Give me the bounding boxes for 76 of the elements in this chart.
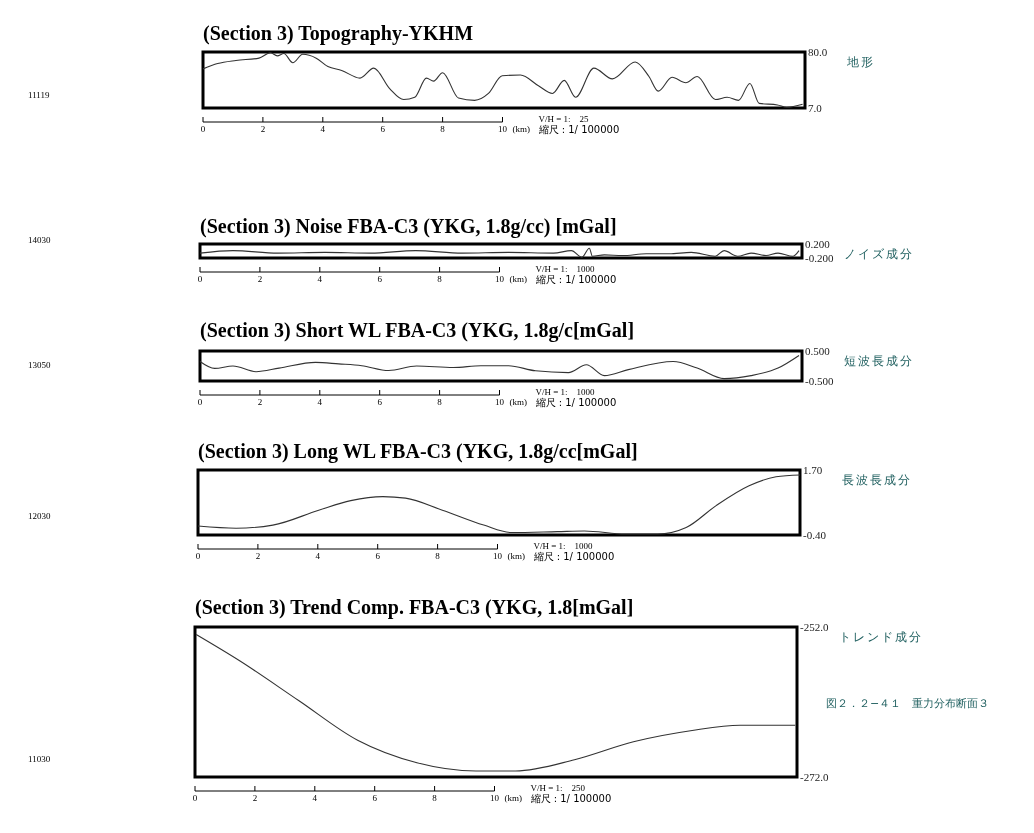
x-tick-label: 8 <box>432 793 438 803</box>
text: 12030 <box>28 511 51 521</box>
y-tick-label: 7.0 <box>808 101 823 114</box>
text: V/H = 1: 1000 <box>535 264 596 274</box>
x-tick-label: 6 <box>372 793 378 803</box>
x-tick-label: 2 <box>255 551 261 561</box>
x-tick-label: 4 <box>312 793 318 803</box>
y-tick-label: -0.40 <box>803 528 827 541</box>
x-tick-label: 10 <box>493 551 503 561</box>
y-tick-label: -0.200 <box>805 251 834 264</box>
text: 縮尺 : 1/ 100000 <box>534 397 617 408</box>
x-tick-label: 2 <box>257 274 263 284</box>
x-tick-label: 4 <box>317 397 323 407</box>
x-axis-title: (km) <box>509 274 527 284</box>
y-tick-label: 0.500 <box>805 344 831 357</box>
x-tick-label: 0 <box>195 551 201 561</box>
y-tick-label: -272.0 <box>800 770 829 783</box>
x-tick-label: 10 <box>495 397 505 407</box>
text: V/H = 1: 1000 <box>535 387 596 397</box>
y-axis-title: 短波長成分 <box>844 354 914 368</box>
x-tick-label: 6 <box>377 274 383 284</box>
line-series <box>197 474 801 535</box>
x-tick-label: 2 <box>257 397 263 407</box>
x-tick-label: 4 <box>317 274 323 284</box>
text: 縮尺 : 1/ 100000 <box>537 124 620 135</box>
x-tick-label: 0 <box>197 397 203 407</box>
line-series <box>202 52 804 108</box>
x-tick-label: 8 <box>437 397 443 407</box>
x-tick-label: 2 <box>252 793 258 803</box>
y-tick-label: -0.500 <box>805 374 834 387</box>
caption: 図２．２−４１ 重力分布断面３ <box>826 697 990 710</box>
x-tick-label: 4 <box>315 551 321 561</box>
x-tick-label: 6 <box>380 124 386 134</box>
line-series <box>199 247 800 258</box>
x-tick-label: 10 <box>495 274 505 284</box>
x-axis-title: (km) <box>509 397 527 407</box>
y-tick-label: 1.70 <box>803 463 823 476</box>
line-series <box>199 354 800 380</box>
y-tick-label: -252.0 <box>800 620 829 633</box>
x-tick-label: 8 <box>440 124 446 134</box>
x-tick-label: 0 <box>200 124 206 134</box>
chart-title: (Section 3) Topography-YKHM <box>203 22 474 45</box>
x-axis-title: (km) <box>504 793 522 803</box>
text: 縮尺 : 1/ 100000 <box>534 274 617 285</box>
chart-title: (Section 3) Short WL FBA-C3 (YKG, 1.8g/c[mGal] <box>200 319 635 342</box>
y-axis-title: ノイズ成分 <box>844 247 914 261</box>
line-series <box>195 633 796 772</box>
chart-title: (Section 3) Long WL FBA-C3 (YKG, 1.8g/cc[mGal] <box>198 440 638 463</box>
x-tick-label: 0 <box>192 793 198 803</box>
x-axis-title: (km) <box>507 551 525 561</box>
x-tick-label: 10 <box>490 793 500 803</box>
text: 11030 <box>28 754 51 764</box>
y-tick-label: 0.200 <box>805 237 831 250</box>
text: V/H = 1: 250 <box>530 783 586 793</box>
y-axis-title: 地形 <box>846 55 875 69</box>
chart-title: (Section 3) Noise FBA-C3 (YKG, 1.8g/cc) [mGal] <box>200 215 617 238</box>
text: 14030 <box>28 235 51 245</box>
y-axis-title: 長波長成分 <box>842 473 912 487</box>
text: 縮尺 : 1/ 100000 <box>529 793 612 804</box>
x-tick-label: 8 <box>437 274 443 284</box>
x-axis-title: (km) <box>512 124 530 134</box>
x-tick-label: 6 <box>375 551 381 561</box>
text: 11119 <box>28 90 50 100</box>
text: 13050 <box>28 360 51 370</box>
x-tick-label: 6 <box>377 397 383 407</box>
x-tick-label: 0 <box>197 274 203 284</box>
chart-title: (Section 3) Trend Comp. FBA-C3 (YKG, 1.8[mGal] <box>195 596 634 619</box>
x-tick-label: 8 <box>435 551 441 561</box>
x-tick-label: 4 <box>320 124 326 134</box>
text: 縮尺 : 1/ 100000 <box>532 551 615 562</box>
x-tick-label: 2 <box>260 124 266 134</box>
y-tick-label: 80.0 <box>808 45 828 58</box>
text: V/H = 1: 1000 <box>533 541 594 551</box>
x-tick-label: 10 <box>498 124 508 134</box>
text: V/H = 1: 25 <box>538 114 590 124</box>
y-axis-title: トレンド成分 <box>839 630 923 644</box>
